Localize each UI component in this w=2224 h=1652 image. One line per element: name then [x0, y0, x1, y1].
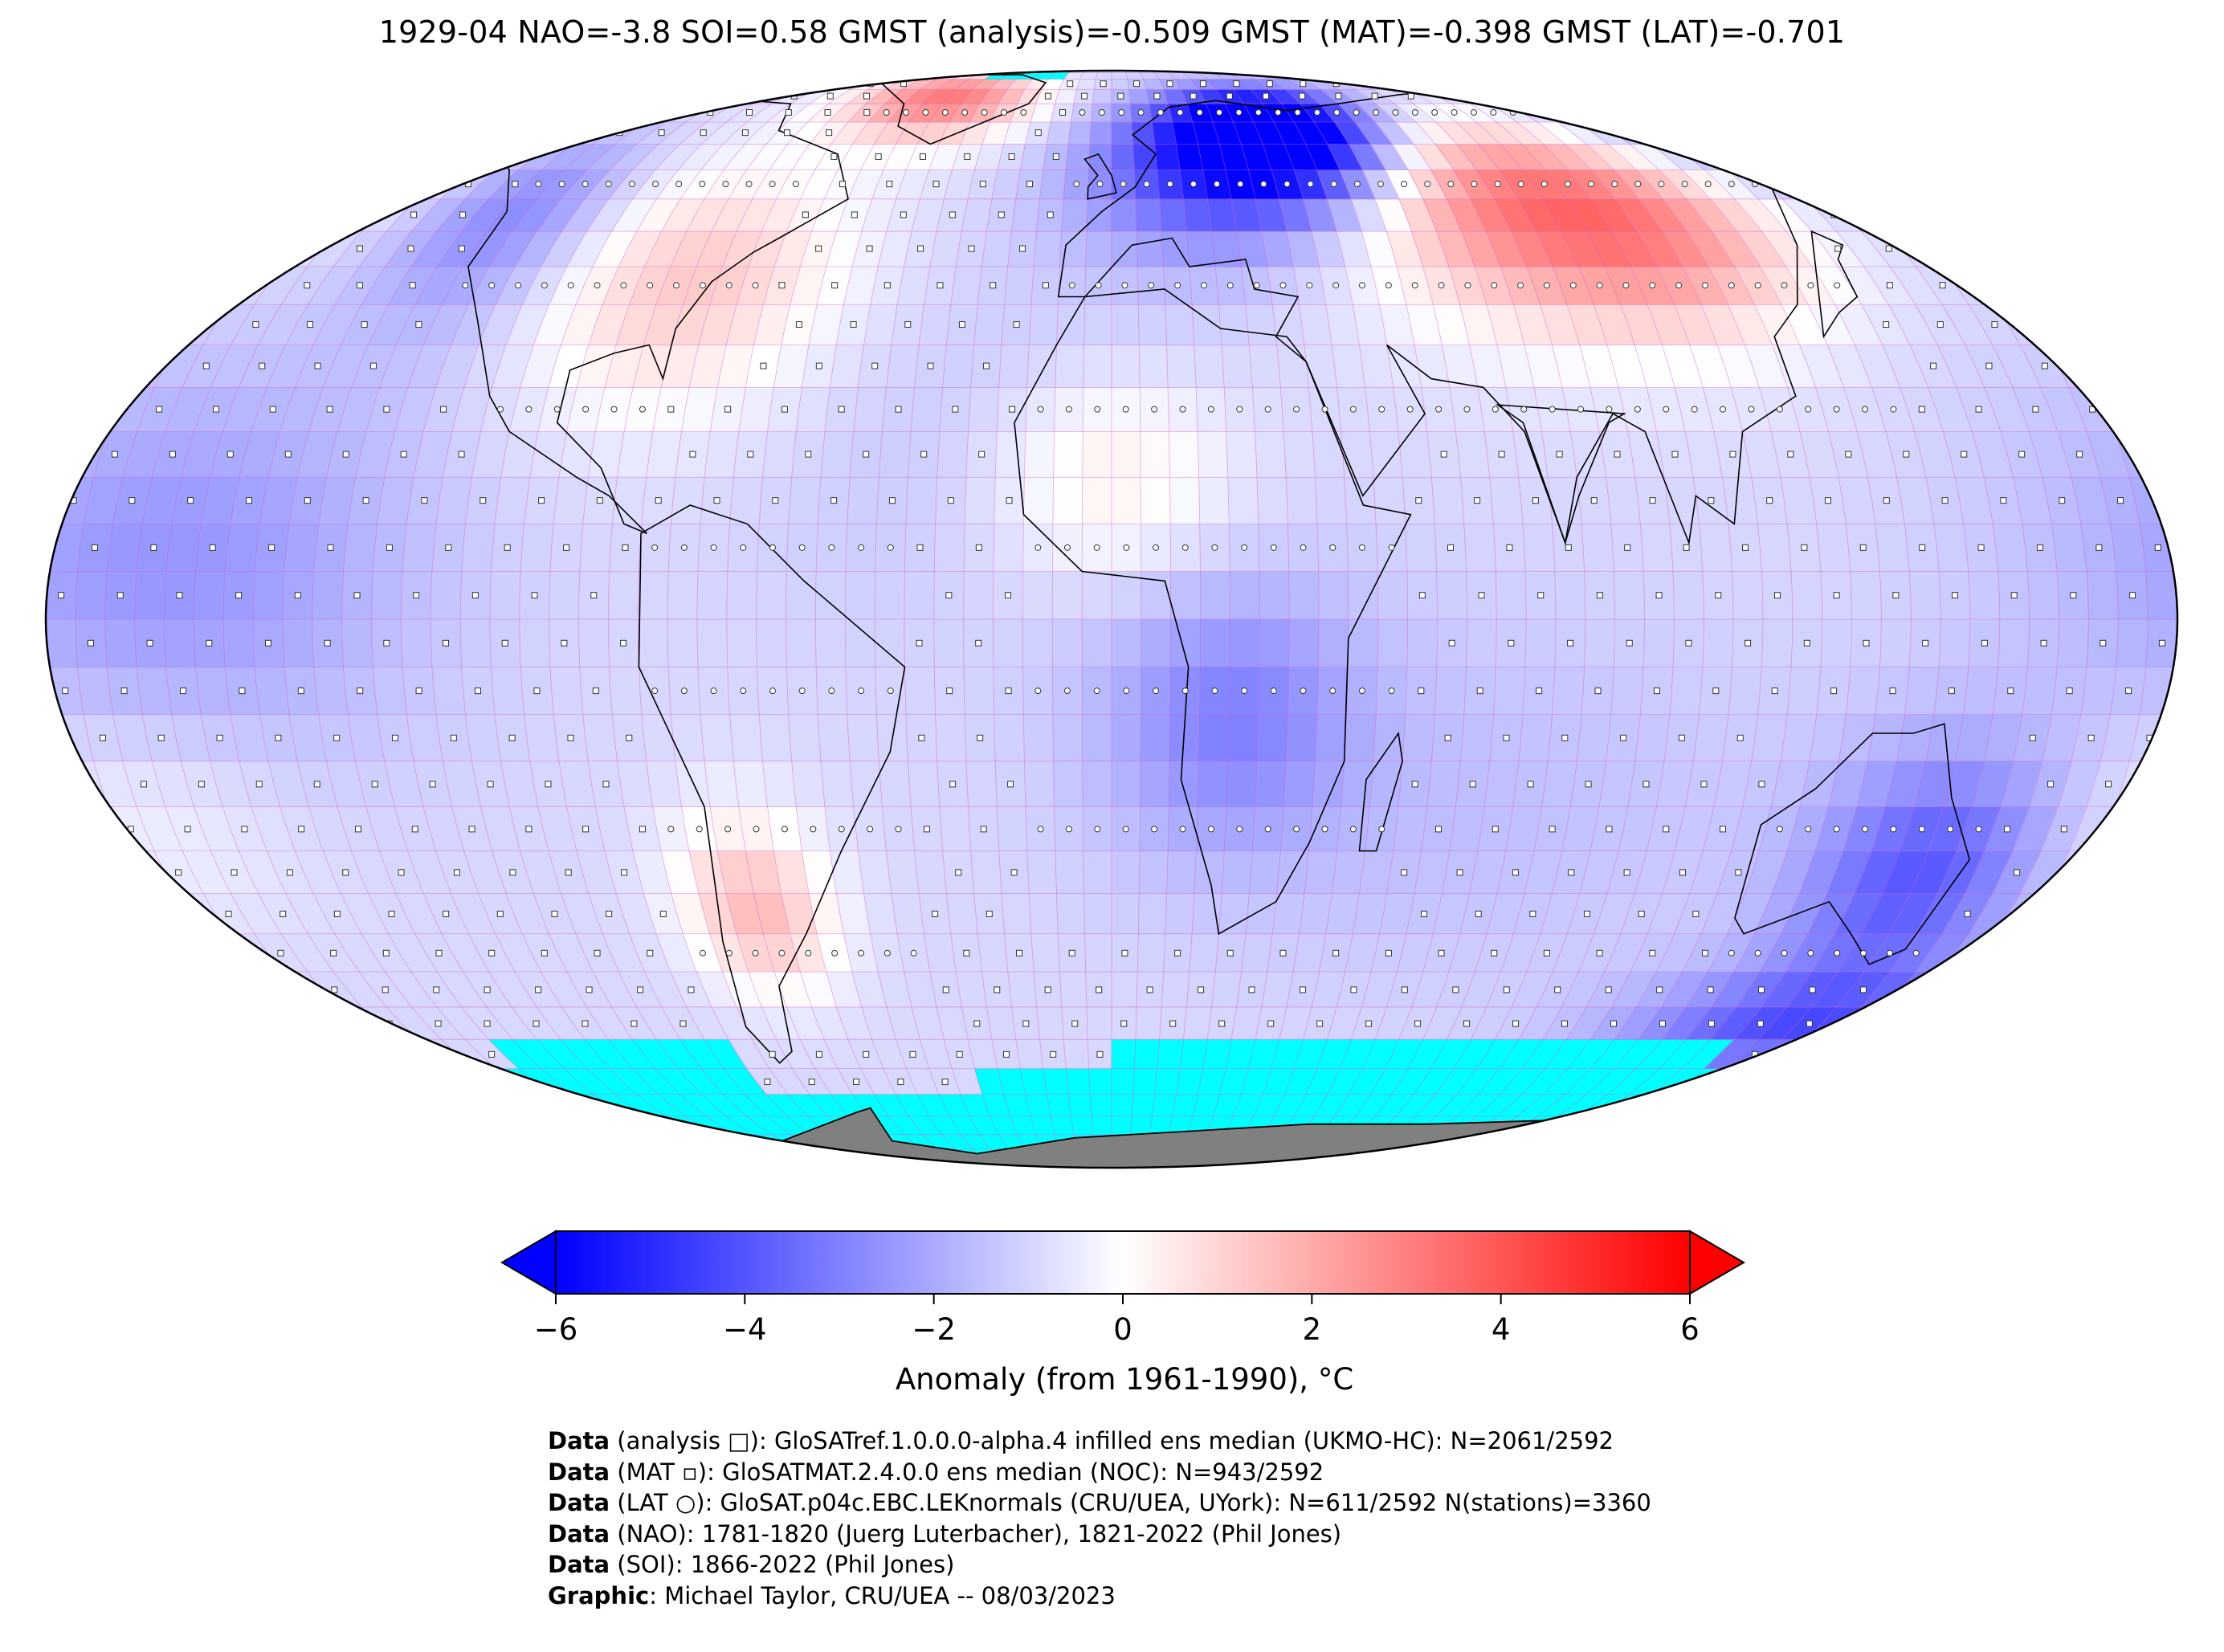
colorbar-extend-low [500, 1230, 557, 1295]
map-title: 1929-04 NAO=-3.8 SOI=0.58 GMST (analysis… [378, 14, 1846, 50]
colorbar-gradient [555, 1230, 1691, 1295]
colorbar-tick-label: −2 [912, 1312, 956, 1347]
colorbar-tick-label: 2 [1303, 1312, 1322, 1347]
credit-line: Graphic: Michael Taylor, CRU/UEA -- 08/0… [548, 1581, 1116, 1609]
world-map [44, 69, 2179, 1169]
colorbar-tick-label: −4 [723, 1312, 767, 1347]
colorbar-tick-label: 4 [1492, 1312, 1511, 1347]
credit-line: Data (LAT ○): GloSAT.p04c.EBC.LEKnormals… [548, 1489, 1651, 1516]
credit-line: Data (NAO): 1781-1820 (Juerg Luterbacher… [548, 1519, 1342, 1548]
colorbar-tick-label: 6 [1680, 1312, 1700, 1347]
colorbar-label: Anomaly (from 1961-1990), °C [896, 1362, 1353, 1397]
colorbar-tick-label: 0 [1113, 1312, 1132, 1347]
data-credits: Data (analysis □): GloSATref.1.0.0.0-alp… [548, 1426, 1651, 1611]
credit-line: Data (SOI): 1866-2022 (Phil Jones) [548, 1551, 955, 1578]
credit-line: Data (analysis □): GloSATref.1.0.0.0-alp… [548, 1427, 1614, 1454]
credit-line: Data (MAT ▫): GloSATMAT.2.4.0.0 ens medi… [548, 1458, 1324, 1486]
colorbar: −6 −4 −2 0 2 4 6 Anomaly (from 1961-1990), °C [500, 1230, 1745, 1397]
colorbar-tick-label: −6 [534, 1312, 578, 1347]
colorbar-ticks: −6 −4 −2 0 2 4 6 [534, 1294, 1700, 1347]
colorbar-extend-high [1689, 1230, 1745, 1295]
